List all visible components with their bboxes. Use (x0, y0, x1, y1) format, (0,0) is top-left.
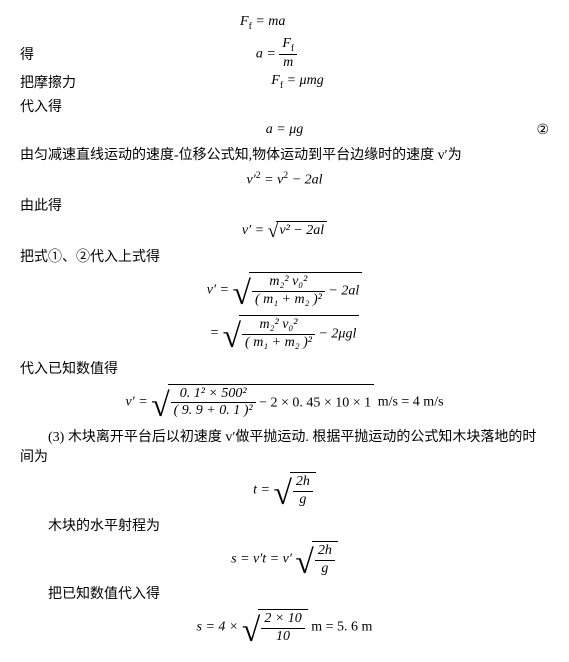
num-11: 2 × 10 (261, 611, 304, 629)
num-F: F (282, 36, 291, 51)
row-de-a: 得 a = Ff m (20, 36, 549, 72)
lhs-a: a = (256, 46, 279, 61)
num-9: 2h (293, 474, 313, 492)
num-f: f (291, 43, 294, 54)
den-7a: ( m₁ + m₂ )² (252, 292, 325, 309)
equation-t: t = √ 2h g (20, 472, 549, 509)
text-uniform-decel: 由匀减速直线运动的速度-位移公式知,物体运动到平台边缘时的速度 v′为 (20, 144, 549, 164)
den-9: g (293, 492, 313, 509)
tail-11: m = 5. 6 m (311, 620, 372, 635)
lhs-8: v′ = (125, 394, 151, 409)
num-7a: m₂² v₀² (252, 274, 325, 292)
label-hence: 由此得 (20, 195, 549, 215)
unit-8: m/s = 4 m/s (378, 394, 444, 409)
den-8: ( 9. 9 + 0. 1 )² (171, 403, 256, 420)
text-part3: (3) 木块离开平台后以初速度 v′做平抛运动. 根据平抛运动的公式知木块落地的… (20, 426, 549, 466)
mid-v: = v (261, 173, 284, 188)
rhs-ma: = ma (252, 14, 286, 29)
den-10: g (315, 561, 335, 578)
label-sub12: 把式①、②代入上式得 (20, 246, 549, 266)
tail-2al: − 2al (288, 173, 322, 188)
label-subnum: 代入已知数值得 (20, 358, 549, 378)
row-friction: 把摩擦力 Ff = μmg (20, 72, 549, 92)
label-friction: 把摩擦力 (20, 72, 76, 92)
lhs-vprime2: v′ = (242, 223, 268, 238)
lhs-11: s = 4 × (197, 620, 242, 635)
equation-s: s = v′t = v′ √ 2h g (20, 541, 549, 578)
tail-7b: − 2μgl (318, 327, 356, 342)
num-8: 0. 1² × 500² (171, 386, 256, 404)
equation-a-mug: a = μg (266, 122, 303, 137)
den-m: m (279, 55, 297, 72)
tail-7a: − 2al (328, 284, 359, 299)
equation-vprime-sqrt: v′ = √v² − 2al (20, 221, 549, 241)
lhs-7b: = (210, 326, 223, 341)
equation-ff-ma: Ff = ma (20, 14, 549, 32)
equation-vprime-numeric: v′ = √ 0. 1² × 500² ( 9. 9 + 0. 1 )² − 2… (20, 384, 549, 421)
tail-8: − 2 × 0. 45 × 10 × 1 (259, 395, 371, 410)
den-11: 10 (261, 629, 304, 646)
den-7b: ( m₁ + m₂ )² (242, 335, 315, 352)
lhs-7a: v′ = (207, 283, 233, 298)
equation-vprime-frac-a: v′ = √ m₂² v₀² ( m₁ + m₂ )² − 2al (20, 272, 549, 309)
equation-s-numeric: s = 4 × √ 2 × 10 10 m = 5. 6 m (20, 609, 549, 646)
label-de1: 得 (20, 44, 34, 64)
row-a-mug: a = μg ② (20, 122, 549, 138)
equation-ff-mumg: Ff = μmg (76, 73, 519, 91)
label-range: 木块的水平射程为 (20, 515, 549, 535)
label-sub-in: 代入得 (20, 96, 549, 116)
equation-vprime-frac-b: = √ m₂² v₀² ( m₁ + m₂ )² − 2μgl (20, 315, 549, 352)
lhs-vprime: v′ (246, 173, 255, 188)
rhs-mumg: = μmg (283, 73, 324, 88)
sym-F: F (240, 14, 249, 29)
lhs-9: t = (253, 483, 273, 498)
equation-vprime-sq: v′2 = v2 − 2al (20, 170, 549, 189)
sym-F2: F (271, 73, 280, 88)
label-subknown: 把已知数值代入得 (20, 583, 549, 603)
marker-2: ② (536, 122, 549, 139)
num-7b: m₂² v₀² (242, 317, 315, 335)
num-10: 2h (315, 543, 335, 561)
sqrt-body-1: v² − 2al (276, 221, 327, 241)
equation-a-fracFf-m: a = Ff m (34, 36, 519, 72)
lhs-10: s = v′t = v′ (231, 551, 292, 566)
